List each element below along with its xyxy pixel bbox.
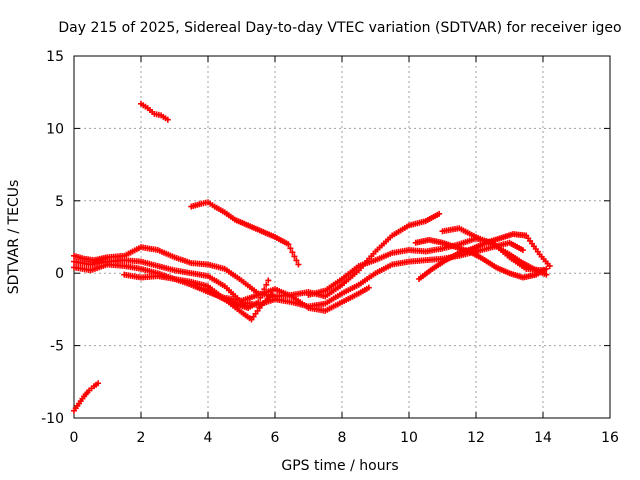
x-tick-label: 14 <box>534 430 552 446</box>
x-tick-label: 0 <box>70 430 79 446</box>
grid-lines <box>74 56 610 418</box>
data-point <box>287 245 294 252</box>
series-arc-a <box>71 380 102 414</box>
data-point <box>543 265 550 272</box>
series-arc-h <box>188 277 272 311</box>
series-arc-k <box>439 225 550 278</box>
series-arc-c <box>188 199 302 268</box>
y-tick-label: -10 <box>41 411 64 427</box>
data-point <box>259 290 266 297</box>
x-axis-label: GPS time / hours <box>281 458 398 474</box>
x-tick-label: 12 <box>467 430 485 446</box>
series-arc-l <box>412 236 550 281</box>
data-point <box>291 253 298 260</box>
data-point <box>164 116 171 123</box>
data-point <box>265 277 272 284</box>
data-point <box>436 210 443 217</box>
x-tick-label: 10 <box>400 430 418 446</box>
data-point <box>546 262 553 269</box>
data-point <box>268 291 275 298</box>
data-point <box>261 286 268 293</box>
x-tick-label: 6 <box>271 430 280 446</box>
y-axis-label: SDTVAR / TECUs <box>6 180 22 295</box>
x-tick-label: 2 <box>137 430 146 446</box>
data-point <box>257 294 264 301</box>
x-tick-label: 16 <box>601 430 619 446</box>
chart-title: Day 215 of 2025, Sidereal Day-to-day VTE… <box>58 20 621 36</box>
data-point <box>543 271 550 278</box>
data-point <box>95 380 102 387</box>
y-tick-label: 10 <box>46 121 64 137</box>
data-point <box>285 241 292 248</box>
data-point <box>255 299 262 306</box>
y-tick-label: 15 <box>46 49 64 65</box>
y-tick-label: -5 <box>50 339 64 355</box>
data-point <box>289 249 296 256</box>
data-point <box>365 284 372 291</box>
data-point <box>519 247 526 254</box>
data-points <box>71 100 553 414</box>
data-point <box>295 261 302 268</box>
data-point <box>263 281 270 288</box>
series-arc-b <box>138 100 171 123</box>
x-tick-label: 8 <box>338 430 347 446</box>
y-tick-label: 0 <box>55 266 64 282</box>
y-tick-label: 5 <box>55 194 64 210</box>
x-tick-label: 4 <box>204 430 213 446</box>
axis-ticks: 0 2 4 6 8 10 12 14 16 -10 -5 0 5 10 15 <box>41 49 619 446</box>
data-point <box>293 257 300 264</box>
